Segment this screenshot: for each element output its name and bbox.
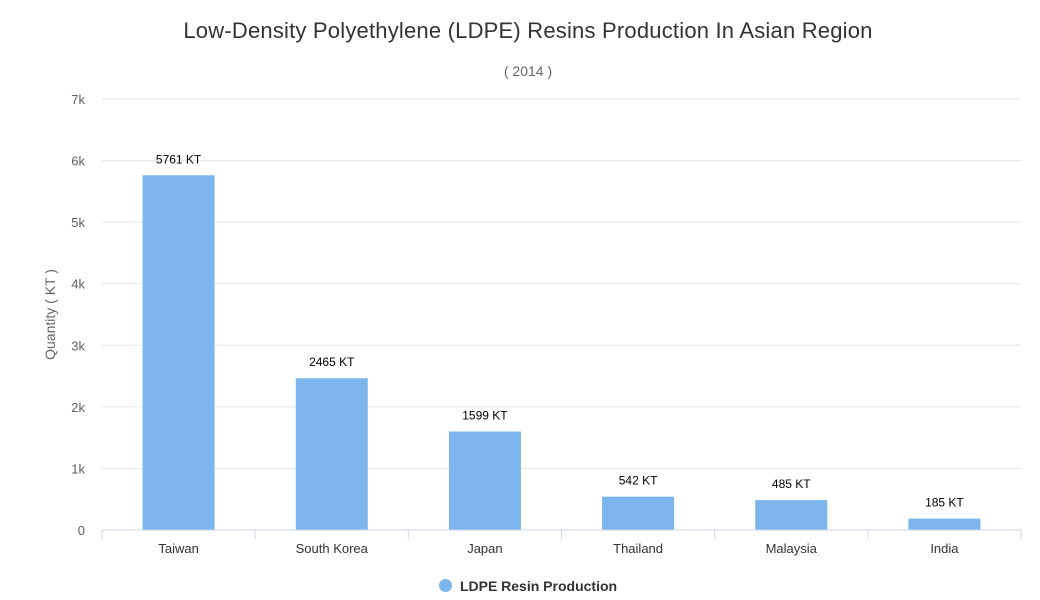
bar bbox=[448, 431, 521, 530]
bar bbox=[755, 500, 828, 530]
chart-title: Low-Density Polyethylene (LDPE) Resins P… bbox=[183, 18, 873, 43]
gridlines bbox=[102, 98, 1021, 469]
x-tick-label: Thailand bbox=[613, 541, 663, 556]
y-tick-label: 4k bbox=[71, 277, 85, 292]
chart-subtitle: ( 2014 ) bbox=[503, 63, 553, 79]
bars bbox=[142, 175, 981, 531]
bar bbox=[602, 496, 675, 530]
x-tick-label: India bbox=[930, 541, 959, 556]
y-tick-label: 7k bbox=[71, 92, 85, 107]
data-label: 185 KT bbox=[925, 496, 964, 510]
x-tick-label: Malaysia bbox=[766, 541, 818, 556]
bar bbox=[142, 175, 215, 531]
bar bbox=[908, 518, 981, 530]
legend-swatch-icon bbox=[438, 579, 452, 592]
data-label: 542 KT bbox=[619, 474, 658, 488]
y-tick-label: 5k bbox=[71, 215, 85, 230]
x-tick-label: South Korea bbox=[296, 541, 369, 556]
bar bbox=[295, 378, 368, 530]
data-label: 1599 KT bbox=[462, 409, 508, 423]
data-label: 2465 KT bbox=[309, 355, 355, 369]
data-labels: 5761 KT 2465 KT 1599 KT 542 KT 485 KT 185 KT bbox=[156, 152, 965, 509]
legend[interactable]: LDPE Resin Production bbox=[0, 578, 1040, 594]
axes: 0 1k 2k 3k 4k 5k 6k 7k Quantity ( KT ) Taiwan Sout… bbox=[42, 92, 1022, 556]
y-axis-title: Quantity ( KT ) bbox=[42, 269, 58, 360]
legend-label: LDPE Resin Production bbox=[459, 578, 618, 594]
y-tick-label: 0 bbox=[78, 523, 85, 538]
x-tick-label: Taiwan bbox=[158, 541, 198, 556]
data-label: 5761 KT bbox=[156, 152, 202, 166]
y-tick-label: 6k bbox=[71, 154, 85, 169]
y-tick-label: 2k bbox=[71, 400, 85, 415]
data-label: 485 KT bbox=[772, 477, 811, 491]
y-tick-label: 1k bbox=[71, 461, 85, 476]
x-tick-label: Japan bbox=[467, 541, 502, 556]
y-tick-label: 3k bbox=[71, 338, 85, 353]
